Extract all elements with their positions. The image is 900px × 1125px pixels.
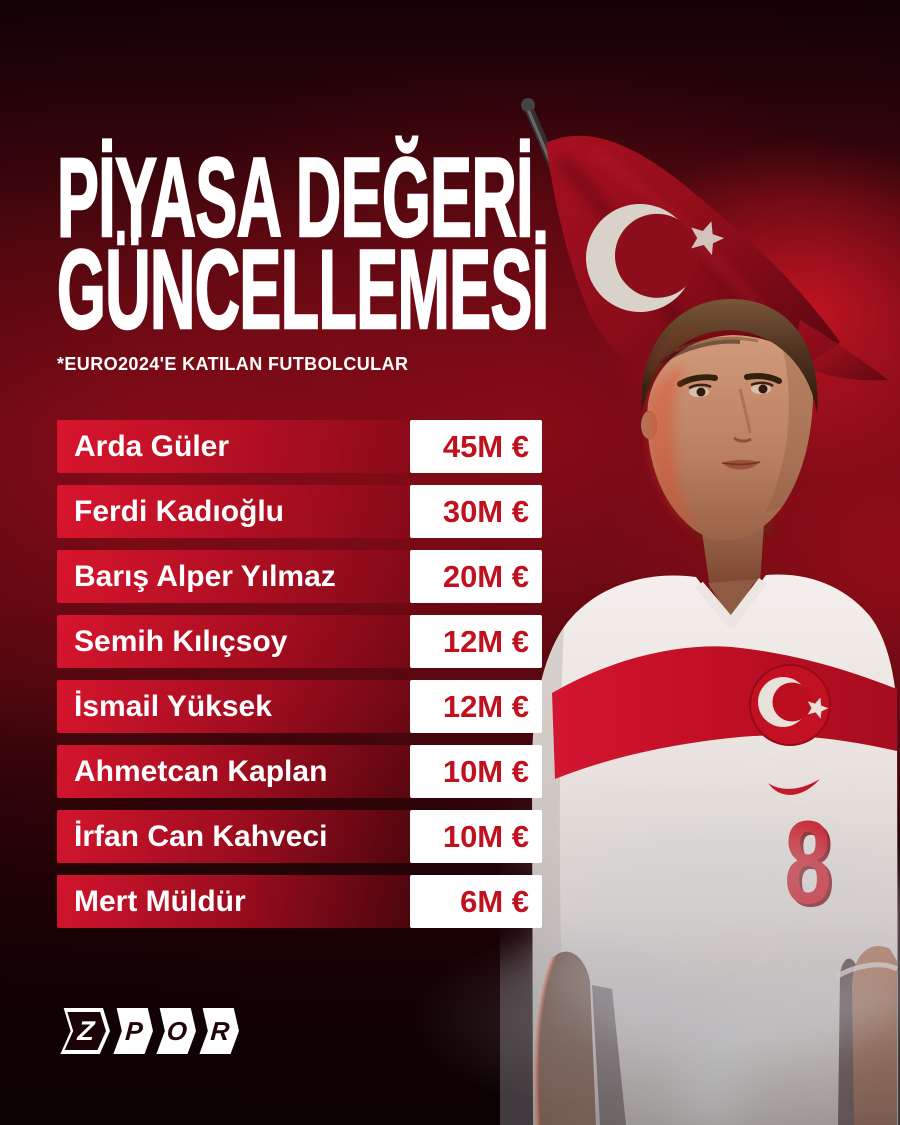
logo-letter-z: Z (65, 1012, 108, 1050)
player-value-badge: 45M € (410, 420, 542, 473)
player-name: Ahmetcan Kaplan (74, 755, 328, 788)
zpor-logo: Z P O R (60, 1008, 240, 1054)
player-value-badge: 10M € (410, 745, 542, 798)
player-value-list: Arda Güler 45M € Ferdi Kadıoğlu 30M € Ba… (57, 420, 542, 928)
fog-overlay (500, 790, 900, 1125)
title-block: PİYASA DEĞERİ GÜNCELLEMESİ *EURO2024'E K… (56, 140, 900, 375)
logo-tile-o: O (156, 1008, 197, 1054)
player-name: İrfan Can Kahveci (74, 820, 328, 853)
player-row: Arda Güler 45M € (57, 420, 542, 473)
crescent-star-crest-icon (749, 664, 831, 746)
subtitle-note: *EURO2024'E KATILAN FUTBOLCULAR (57, 354, 409, 374)
player-row: Semih Kılıçsoy 12M € (57, 615, 542, 668)
player-row: İrfan Can Kahveci 10M € (57, 810, 542, 863)
player-portrait: 8 8 (500, 299, 900, 1125)
player-name: Ferdi Kadıoğlu (74, 495, 284, 528)
player-name: Semih Kılıçsoy (74, 625, 288, 658)
player-name: Barış Alper Yılmaz (74, 560, 336, 593)
player-row: Ferdi Kadıoğlu 30M € (57, 485, 542, 538)
player-value-badge: 10M € (410, 810, 542, 863)
logo-tile-p: P (113, 1008, 154, 1054)
player-row: Ahmetcan Kaplan 10M € (57, 745, 542, 798)
player-row: İsmail Yüksek 12M € (57, 680, 542, 733)
player-value-badge: 12M € (410, 615, 542, 668)
player-name: İsmail Yüksek (74, 690, 272, 723)
logo-tile-z: Z (60, 1008, 111, 1054)
player-value-badge: 30M € (410, 485, 542, 538)
player-name: Arda Güler (74, 430, 230, 463)
player-row: Mert Müldür 6M € (57, 875, 542, 928)
logo-tile-r: R (199, 1008, 240, 1054)
player-value-badge: 20M € (410, 550, 542, 603)
player-name: Mert Müldür (74, 885, 246, 918)
player-value-badge: 6M € (410, 875, 542, 928)
player-value-badge: 12M € (410, 680, 542, 733)
page-title-line-2: GÜNCELLEMESİ (56, 227, 550, 352)
player-row: Barış Alper Yılmaz 20M € (57, 550, 542, 603)
